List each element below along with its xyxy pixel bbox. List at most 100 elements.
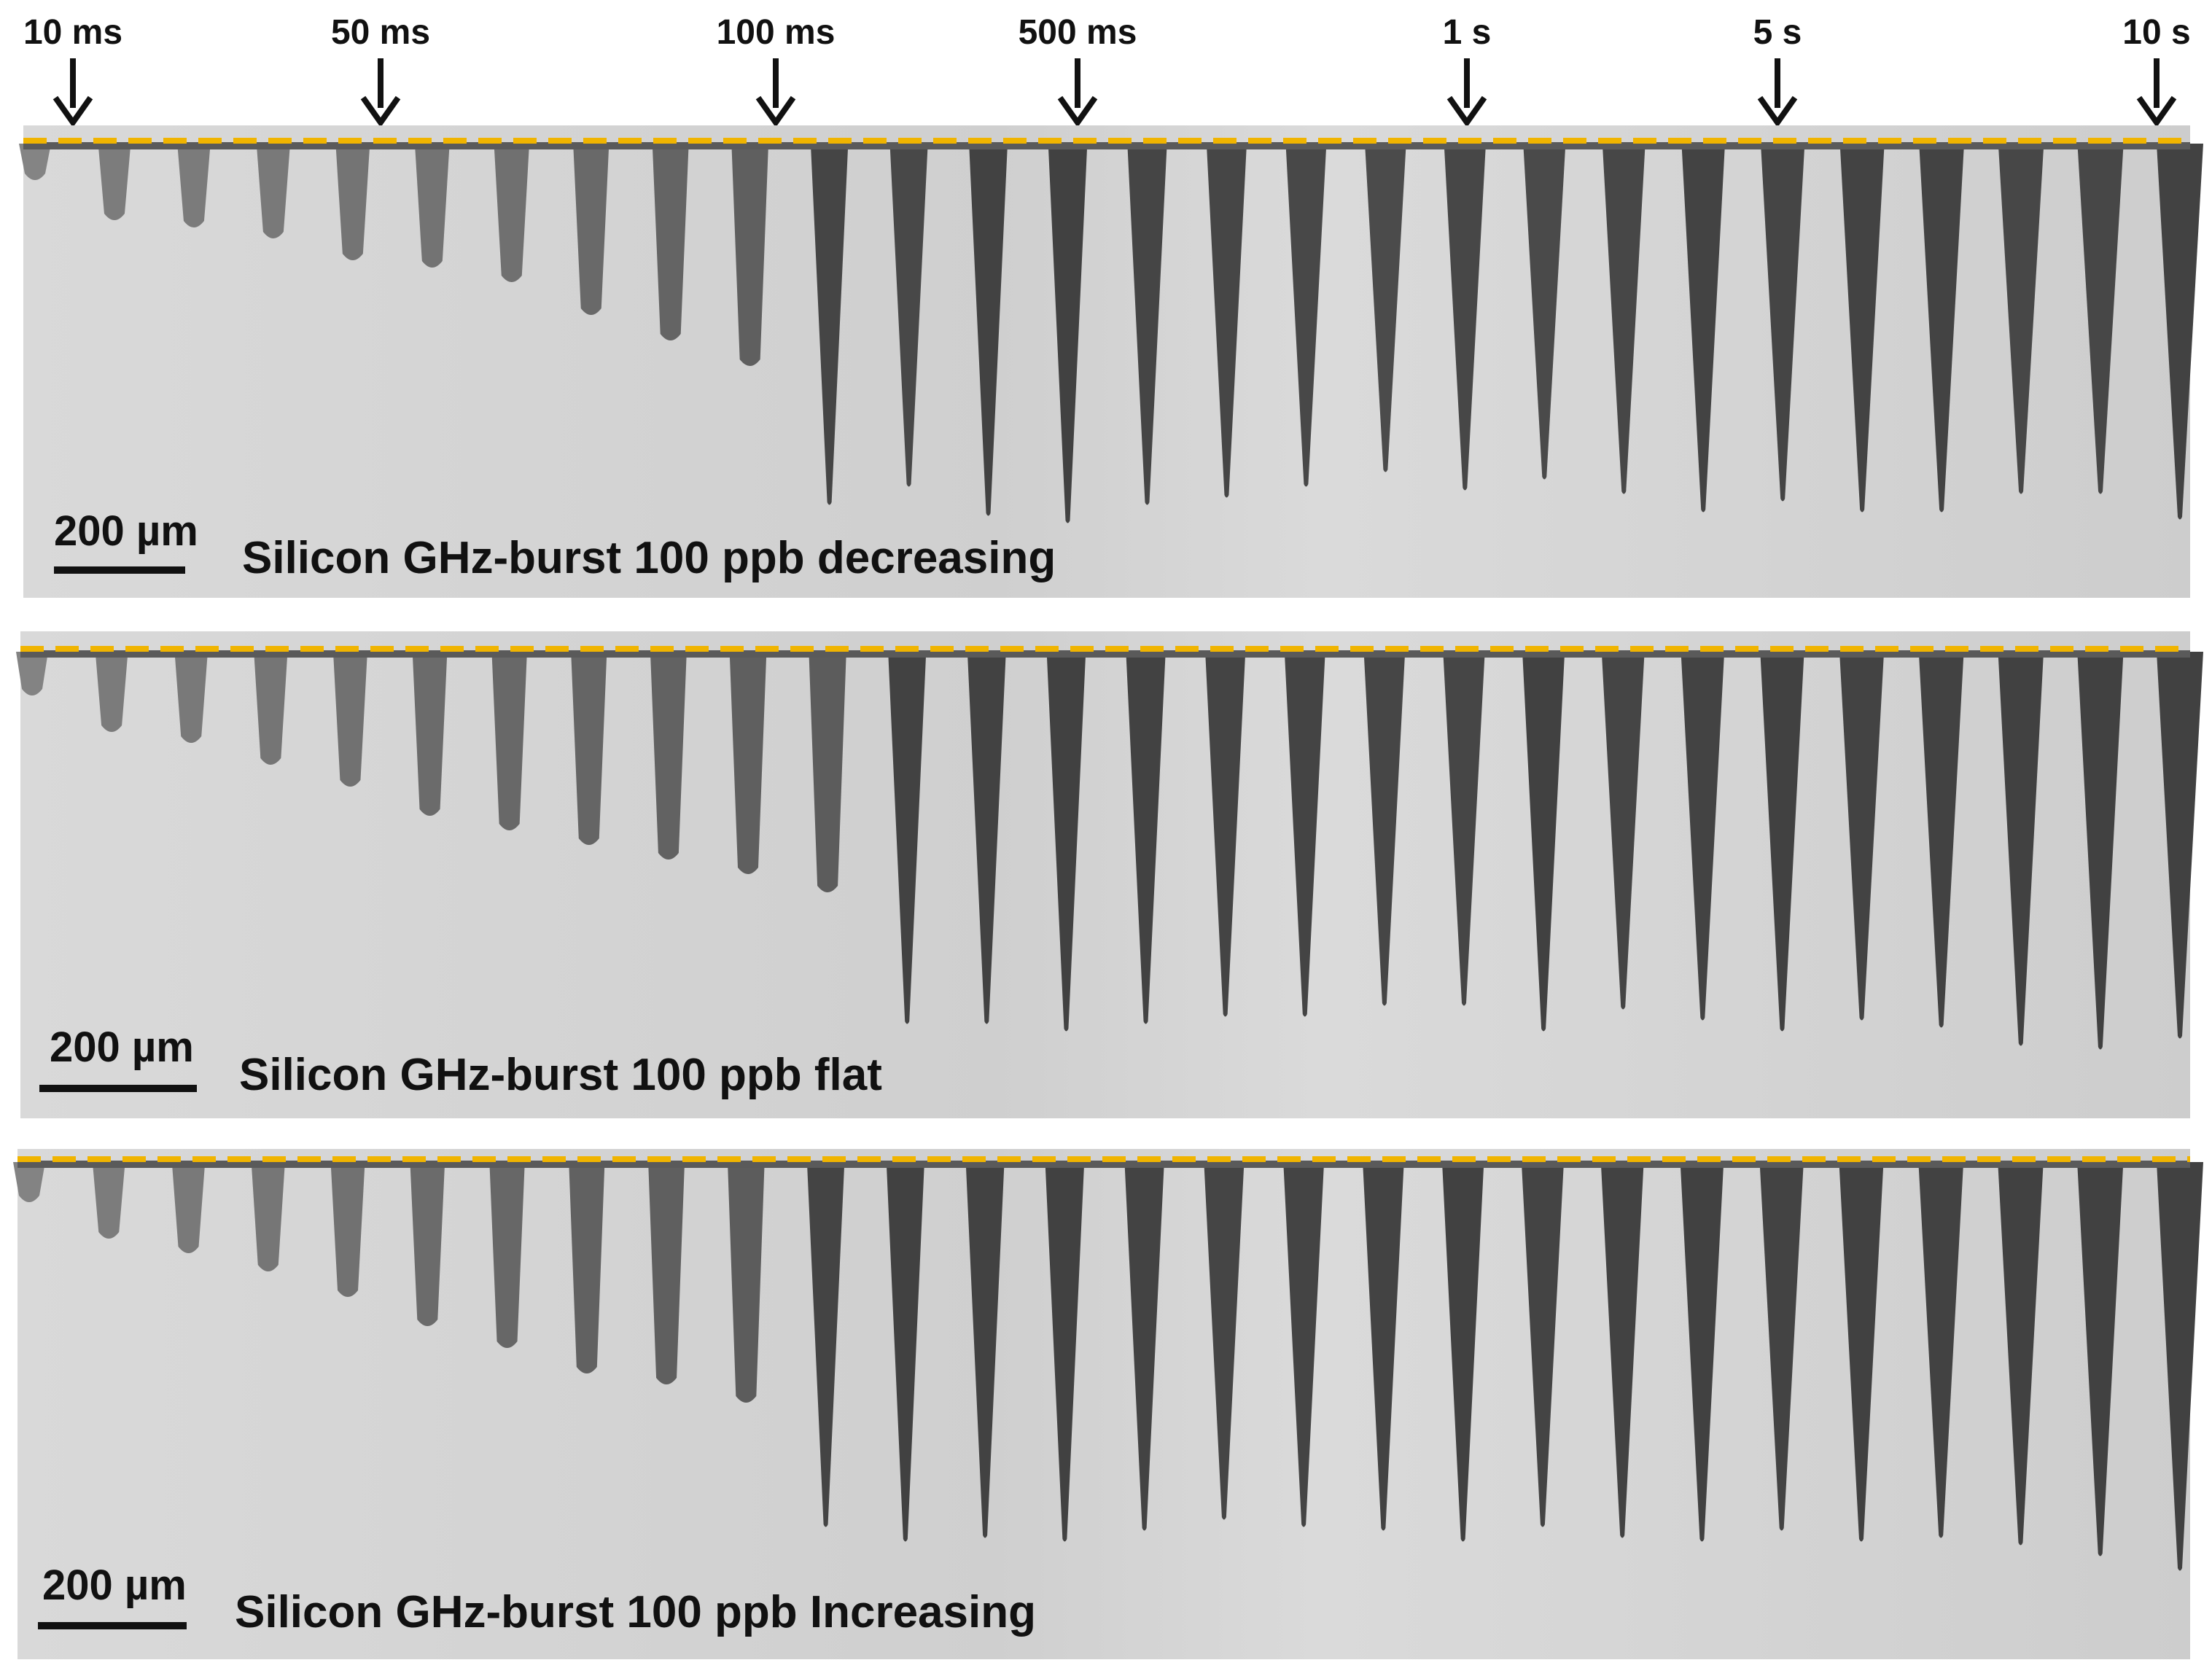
trench — [256, 144, 290, 238]
trench-group — [16, 650, 2203, 1050]
trench-group — [13, 1161, 2203, 1571]
trench — [13, 1162, 45, 1202]
trench — [1283, 1162, 1325, 1527]
trench — [330, 1162, 365, 1297]
trench — [1363, 1162, 1404, 1531]
surface-band — [20, 650, 2190, 658]
arrow-down-icon — [2136, 96, 2177, 128]
scale-bar-label: 200 µm — [42, 1562, 187, 1609]
trench — [1839, 1162, 1884, 1542]
trench — [2157, 1162, 2203, 1571]
panel-background — [23, 125, 2190, 598]
panel-background — [17, 1149, 2190, 1659]
trench — [569, 1162, 605, 1373]
trench — [1601, 652, 1645, 1010]
trench — [410, 1162, 445, 1326]
trench — [2157, 652, 2203, 1039]
trench — [1204, 1162, 1245, 1520]
trench — [1206, 144, 1247, 498]
surface-band — [23, 142, 2190, 149]
panel-flat: 200 µm Silicon GHz-burst 100 ppb flat — [16, 631, 2203, 1118]
trench — [1521, 1162, 1564, 1527]
time-marker: 50 ms — [331, 13, 430, 128]
trench — [571, 652, 607, 845]
trench — [1600, 1162, 1644, 1538]
time-marker-label: 1 s — [1443, 13, 1492, 52]
time-marker: 500 ms — [1019, 13, 1137, 128]
trench — [1363, 652, 1406, 1006]
trench — [1998, 1162, 2044, 1546]
trench — [731, 144, 768, 366]
trench — [177, 144, 211, 227]
time-marker: 10 s — [2122, 13, 2191, 128]
trench — [1919, 144, 1964, 513]
trench — [2077, 652, 2124, 1050]
trench-group — [19, 142, 2203, 523]
trench — [1681, 652, 1725, 1021]
trench — [1839, 144, 1885, 513]
panel-background — [20, 631, 2190, 1118]
time-marker-label: 50 ms — [331, 13, 430, 52]
trench — [810, 144, 849, 505]
arrow-down-icon — [1057, 96, 1098, 128]
trench — [1124, 1162, 1164, 1531]
trench — [171, 1162, 206, 1253]
trench — [1998, 652, 2044, 1046]
trench — [1443, 652, 1485, 1006]
trench — [1681, 144, 1725, 513]
trench — [414, 144, 450, 268]
time-marker: 100 ms — [717, 13, 836, 128]
trench — [1284, 652, 1325, 1017]
trench — [2077, 1162, 2124, 1556]
trench — [1761, 144, 1805, 502]
time-marker-label: 100 ms — [717, 13, 836, 52]
trench — [1602, 144, 1646, 494]
panel-caption: Silicon GHz-burst 100 ppb Increasing — [235, 1587, 1036, 1637]
trench — [729, 652, 767, 874]
trench — [573, 144, 610, 315]
trench — [1205, 652, 1246, 1017]
time-markers: 10 ms 50 ms 100 ms 500 ms 1 s 5 s 10 s — [23, 13, 2191, 128]
trench — [174, 652, 208, 743]
trench — [16, 652, 48, 695]
trench — [251, 1162, 285, 1271]
trench — [650, 652, 687, 860]
time-marker-label: 500 ms — [1019, 13, 1137, 52]
trench — [1045, 1162, 1085, 1542]
trench — [728, 1162, 765, 1403]
panel-caption: Silicon GHz-burst 100 ppb decreasing — [242, 533, 1056, 583]
time-marker-label: 5 s — [1753, 13, 1802, 52]
trench — [335, 144, 370, 260]
trench — [1523, 144, 1566, 480]
panel-caption: Silicon GHz-burst 100 ppb flat — [239, 1050, 882, 1100]
trench — [965, 1162, 1005, 1538]
trench — [332, 652, 367, 787]
trench — [412, 652, 448, 816]
trench — [1365, 144, 1406, 472]
trench — [1442, 1162, 1484, 1542]
trench — [809, 652, 846, 892]
time-marker-label: 10 ms — [23, 13, 122, 52]
time-marker: 10 ms — [23, 13, 122, 128]
trench — [254, 652, 288, 765]
trench — [1048, 144, 1088, 523]
trench — [1918, 652, 1964, 1028]
trench — [494, 144, 529, 282]
trench — [2077, 144, 2124, 494]
panel-increasing: 200 µm Silicon GHz-burst 100 ppb Increas… — [13, 1149, 2203, 1659]
trench — [95, 652, 128, 732]
trench — [886, 1162, 924, 1542]
trench — [1759, 1162, 1804, 1531]
panel-decreasing: 200 µm Silicon GHz-burst 100 ppb decreas… — [19, 125, 2203, 598]
trench — [1285, 144, 1327, 487]
arrow-down-icon — [755, 96, 796, 128]
arrow-down-icon — [52, 96, 93, 128]
arrow-down-icon — [1446, 96, 1487, 128]
trench — [1760, 652, 1804, 1032]
trench — [489, 1162, 525, 1348]
trench — [92, 1162, 125, 1239]
trench — [1046, 652, 1086, 1032]
trench — [969, 144, 1008, 516]
trench — [1522, 652, 1565, 1032]
